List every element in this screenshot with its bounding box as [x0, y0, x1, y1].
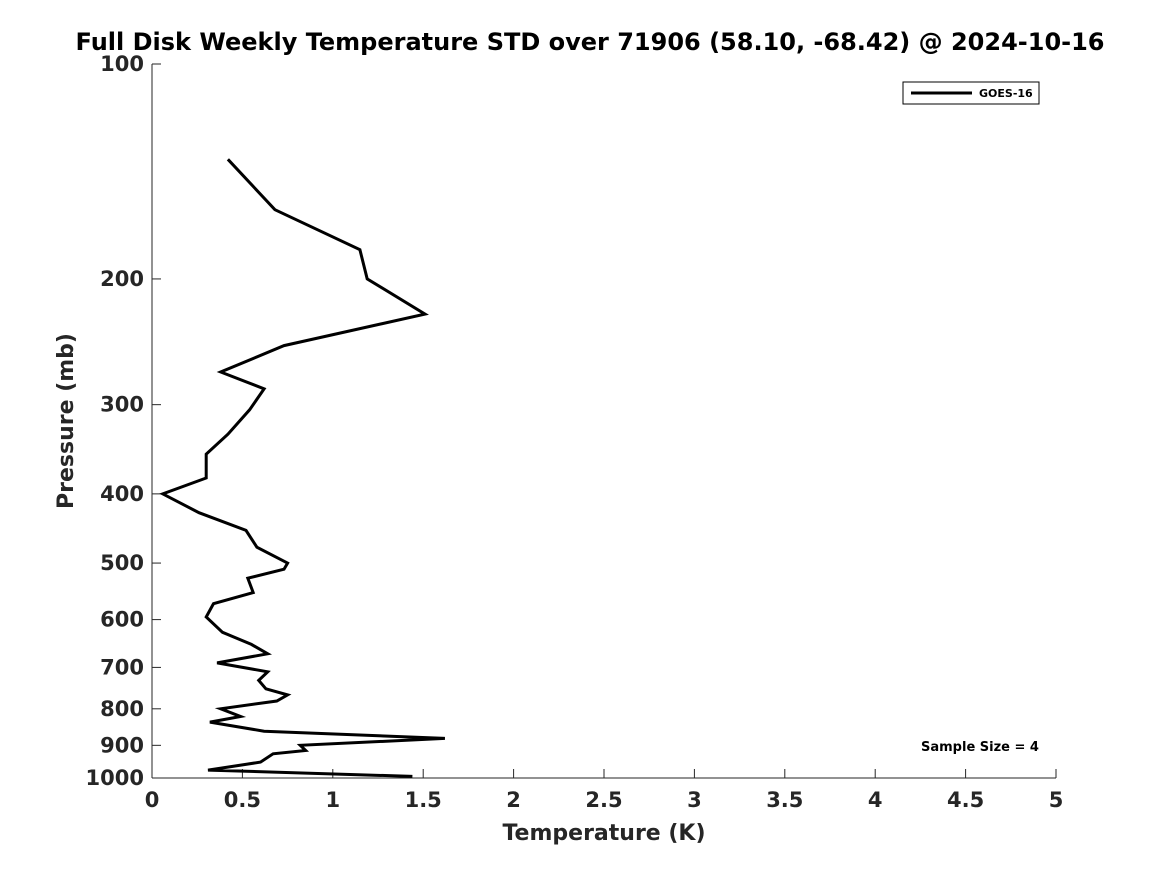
x-tick-label: 2.5	[585, 788, 622, 812]
x-tick-label: 2	[506, 788, 521, 812]
x-tick-label: 0	[145, 788, 160, 812]
y-tick-label: 600	[100, 608, 144, 632]
y-tick-label: 300	[100, 393, 144, 417]
y-tick-label: 100	[100, 52, 144, 76]
x-axis-title: Temperature (K)	[502, 821, 705, 846]
y-tick-label: 200	[100, 267, 144, 291]
series-layer	[159, 158, 445, 778]
y-tick-label: 400	[100, 482, 144, 506]
chart-title: Full Disk Weekly Temperature STD over 71…	[75, 28, 1105, 56]
y-axis-ticks: 100 200 300 400 500 600 700 800 900 1000	[86, 52, 161, 790]
x-tick-label: 5	[1049, 788, 1064, 812]
y-tick-label: 700	[100, 655, 144, 679]
x-tick-label: 4.5	[947, 788, 984, 812]
y-tick-label: 900	[100, 733, 144, 757]
y-axis-title: Pressure (mb)	[54, 333, 79, 509]
x-tick-label: 4	[868, 788, 883, 812]
legend: GOES-16	[902, 81, 1040, 105]
x-tick-label: 3.5	[766, 788, 803, 812]
y-tick-label: 500	[100, 551, 144, 575]
x-tick-label: 1	[325, 788, 340, 812]
x-axis-ticks: 0 0.5 1 1.5 2 2.5 3 3.5 4 4.5 5	[145, 769, 1064, 812]
x-tick-label: 0.5	[224, 788, 261, 812]
sample-size-annotation: Sample Size = 4	[921, 740, 1039, 755]
x-tick-label: 3	[687, 788, 702, 812]
x-tick-label: 1.5	[405, 788, 442, 812]
y-tick-label: 1000	[86, 766, 144, 790]
series-line-goes-16	[159, 158, 445, 778]
legend-label-goes-16: GOES-16	[979, 87, 1033, 100]
y-tick-label: 800	[100, 697, 144, 721]
